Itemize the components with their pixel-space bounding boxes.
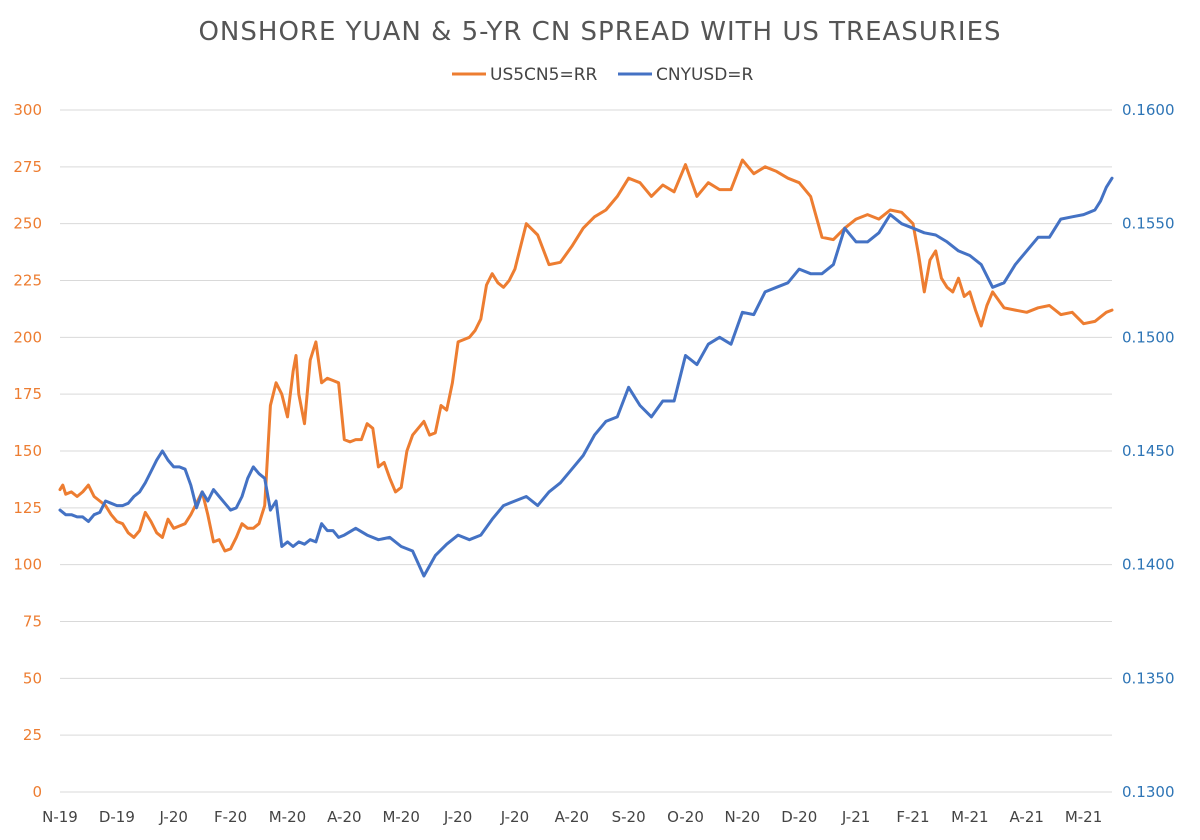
x-tick-label: S-20 [612, 808, 646, 826]
series-line-cnyusd-r [58, 176, 1114, 578]
x-tick-label: M-21 [951, 808, 988, 826]
left-axis-ticks: 0 25 50 75 100 125 150 175 200 225 250 275 300 [13, 101, 42, 801]
left-tick-label: 225 [13, 272, 42, 290]
x-tick-label: J-20 [500, 808, 529, 826]
left-tick-label: 275 [13, 158, 42, 176]
x-tick-label: M-20 [269, 808, 306, 826]
x-tick-label: O-20 [667, 808, 704, 826]
x-tick-label: F-21 [896, 808, 929, 826]
right-tick-label: 0.1300 [1122, 783, 1175, 801]
right-tick-label: 0.1550 [1122, 215, 1175, 233]
x-tick-label: D-19 [99, 808, 135, 826]
left-tick-label: 175 [13, 385, 42, 403]
right-tick-label: 0.1500 [1122, 328, 1175, 346]
x-tick-label: J-20 [159, 808, 188, 826]
left-tick-label: 0 [32, 783, 42, 801]
right-tick-label: 0.1450 [1122, 442, 1175, 460]
left-tick-label: 125 [13, 499, 42, 517]
x-tick-label: F-20 [214, 808, 247, 826]
x-tick-label: A-21 [1009, 808, 1043, 826]
left-tick-label: 200 [13, 328, 42, 346]
chart-title: ONSHORE YUAN & 5-YR CN SPREAD WITH US TR… [198, 17, 1001, 47]
right-axis-ticks: 0.1300 0.1350 0.1400 0.1450 0.1500 0.1550 0.16… [1122, 101, 1175, 801]
x-tick-label: N-19 [42, 808, 78, 826]
series-line-us5cn5-rr [58, 158, 1114, 553]
x-tick-label: A-20 [327, 808, 361, 826]
left-tick-label: 250 [13, 215, 42, 233]
series-lines [58, 158, 1114, 578]
legend-label-us5cn5: US5CN5=RR [490, 65, 598, 85]
x-tick-label: M-21 [1065, 808, 1102, 826]
x-tick-label: J-21 [841, 808, 870, 826]
left-tick-label: 50 [23, 669, 42, 687]
left-tick-label: 100 [13, 556, 42, 574]
x-tick-label: M-20 [382, 808, 419, 826]
left-tick-label: 25 [23, 726, 42, 744]
right-tick-label: 0.1600 [1122, 101, 1175, 119]
x-tick-label: A-20 [555, 808, 589, 826]
legend-label-cnyusd: CNYUSD=R [656, 65, 754, 85]
left-tick-label: 150 [13, 442, 42, 460]
x-tick-label: J-20 [443, 808, 472, 826]
x-axis-ticks: N-19 D-19 J-20 F-20 M-20 A-20 M-20 J-20 J-20 A-20… [42, 808, 1102, 826]
legend: US5CN5=RR CNYUSD=R [452, 65, 754, 85]
left-tick-label: 75 [23, 613, 42, 631]
right-tick-label: 0.1400 [1122, 556, 1175, 574]
x-tick-label: N-20 [725, 808, 761, 826]
x-tick-label: D-20 [781, 808, 817, 826]
right-tick-label: 0.1350 [1122, 669, 1175, 687]
left-tick-label: 300 [13, 101, 42, 119]
